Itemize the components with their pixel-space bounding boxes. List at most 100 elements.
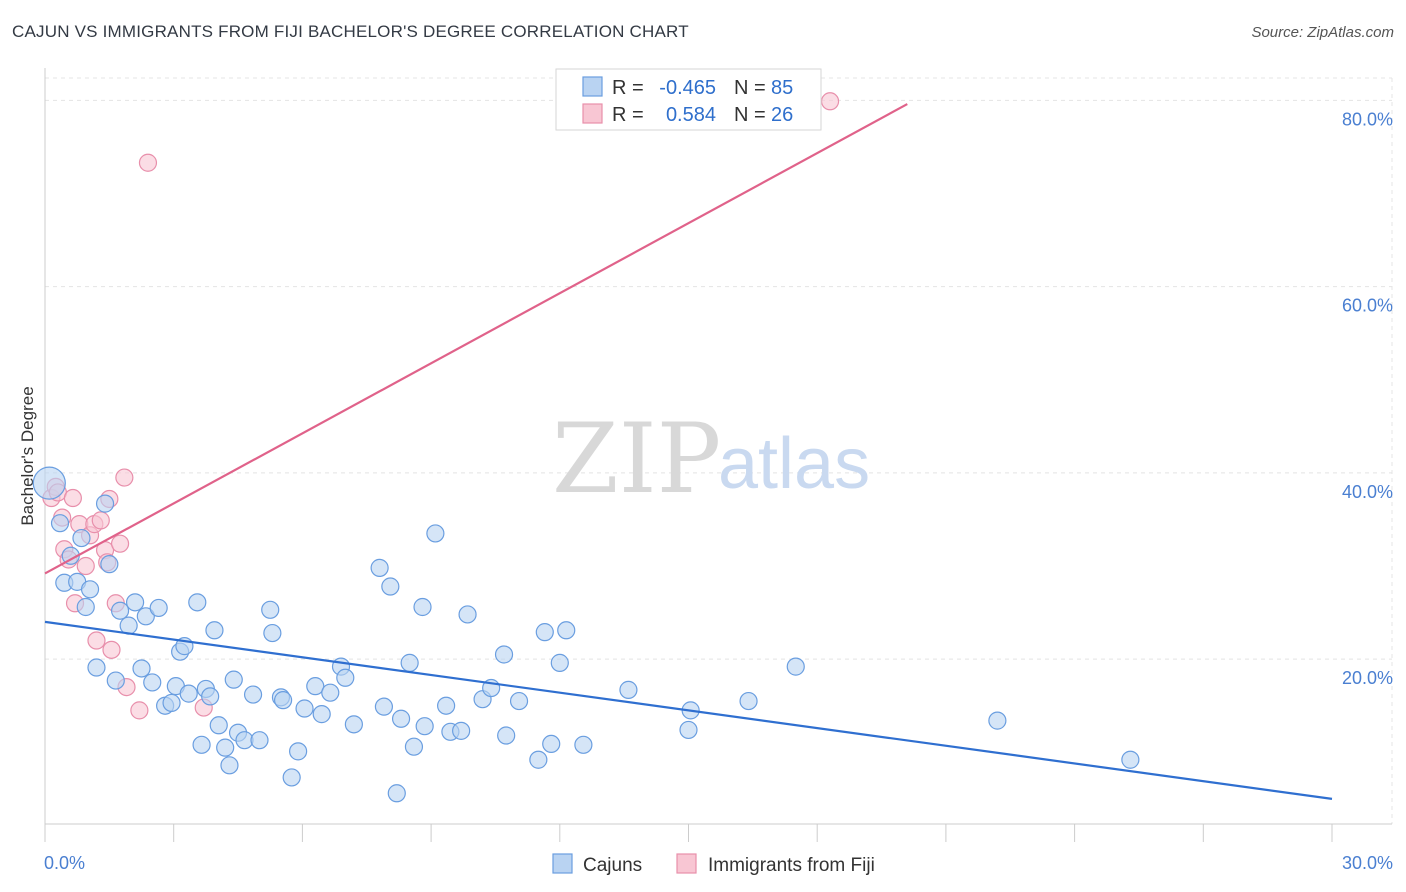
cajun-point-56 [400, 653, 419, 672]
cajun-point-43 [289, 742, 308, 761]
cajun-point-16 [136, 607, 155, 626]
cajun-point-61 [437, 696, 456, 715]
cajun-point-38 [261, 600, 280, 619]
cajun-point-75 [574, 735, 593, 754]
cajun-point-28 [201, 687, 220, 706]
trend-line-fiji [44, 103, 908, 575]
x-tick-label-1: 30.0% [1342, 853, 1393, 873]
cajun-point-63 [452, 721, 471, 740]
chart-title: CAJUN VS IMMIGRANTS FROM FIJI BACHELOR'S… [12, 22, 689, 41]
cajun-point-58 [413, 597, 432, 617]
cajun-point-47 [321, 683, 340, 702]
cajun-point-15 [132, 659, 151, 678]
cajun-point-76 [619, 680, 638, 699]
cajun-point-64 [458, 605, 477, 624]
cajun-point-46 [312, 705, 331, 724]
cajun-point-37 [250, 731, 269, 750]
cajun-point-14 [125, 593, 145, 612]
legend-n-value-fiji: 26 [771, 104, 793, 126]
cajun-point-1 [50, 514, 70, 533]
legend-r-value-fiji: 0.584 [666, 104, 716, 126]
cajun-point-68 [497, 726, 516, 745]
cajun-point-74 [557, 621, 576, 640]
cajun-point-17 [143, 673, 162, 692]
trend-lines [44, 103, 1333, 800]
cajun-point-81 [988, 711, 1007, 730]
cajun-point-11 [106, 671, 125, 690]
bottom-legend-swatch-cajuns [552, 853, 573, 874]
cajun-point-36 [243, 685, 263, 704]
bottom-legend-label-fiji: Immigrants from Fiji [708, 855, 875, 876]
cajun-point-31 [216, 738, 235, 757]
fiji-point-25 [820, 92, 840, 111]
legend-r-label-cajuns: R = [612, 77, 644, 99]
y-tick-labels: 20.0% 40.0% 60.0% 80.0% [1342, 109, 1393, 688]
cajun-point-8 [87, 658, 106, 677]
cajun-point-9 [95, 494, 115, 513]
cajun-point-67 [494, 645, 514, 664]
cajun-point-49 [336, 668, 355, 687]
source-credit: Source: ZipAtlas.com [1251, 24, 1394, 41]
legend-n-label-cajuns: N = [734, 77, 766, 99]
y-tick-label-0: 20.0% [1342, 668, 1393, 688]
watermark-zip: ZIP [552, 403, 721, 515]
cajun-point-26 [192, 735, 211, 754]
legend-r-value-cajuns: -0.465 [659, 77, 716, 99]
x-tick-labels: 0.0% 30.0% [44, 853, 1393, 873]
y-tick-label-1: 40.0% [1342, 482, 1393, 502]
cajun-point-51 [370, 558, 389, 577]
cajun-point-82 [1121, 750, 1140, 769]
fiji-point-21 [130, 701, 149, 720]
cajun-point-50 [344, 715, 363, 734]
cajun-point-33 [224, 670, 243, 689]
fiji-point-16 [102, 640, 121, 659]
watermark-atlas: atlas [718, 424, 870, 504]
fiji-point-19 [115, 468, 134, 487]
cajun-point-24 [179, 684, 198, 703]
cajun-point-20 [162, 693, 181, 713]
cajun-point-69 [509, 691, 529, 711]
y-tick-label-2: 60.0% [1342, 296, 1393, 316]
cajun-point-72 [542, 734, 561, 754]
watermark: ZIP atlas [552, 403, 870, 515]
fiji-point-18 [110, 534, 130, 553]
cajun-point-44 [295, 699, 314, 718]
cajun-point-42 [282, 768, 301, 787]
cajun-point-55 [391, 709, 411, 728]
cajun-point-59 [415, 717, 434, 736]
legend-box: R = -0.465 N = 85 R = 0.584 N = 26 [555, 68, 822, 131]
fiji-point-13 [91, 511, 110, 530]
cajun-point-41 [273, 691, 293, 710]
cajun-point-39 [263, 623, 282, 643]
cajun-point-12 [110, 601, 130, 620]
legend-r-label-fiji: R = [612, 104, 644, 126]
cajun-point-45 [306, 677, 325, 696]
cajun-point-7 [80, 580, 100, 599]
cajun-point-80 [786, 657, 805, 676]
x-tick-label-0: 0.0% [44, 853, 85, 873]
cajun-point-6 [76, 597, 95, 617]
cajun-point-70 [529, 750, 548, 769]
legend-swatch-fiji [582, 103, 603, 124]
y-axis-title: Bachelor's Degree [18, 386, 37, 525]
cajun-point-54 [387, 784, 406, 803]
legend-n-label-fiji: N = [734, 104, 766, 126]
cajun-point-73 [550, 653, 569, 672]
cajun-point-57 [404, 737, 424, 756]
cajun-point-78 [679, 720, 698, 740]
bottom-legend-swatch-fiji [676, 853, 697, 874]
fiji-point-12 [87, 631, 106, 650]
series-cajuns [32, 466, 1140, 803]
cajun-point-30 [209, 716, 228, 735]
cajun-point-18 [149, 598, 168, 618]
axes [44, 68, 1392, 842]
y-tick-label-3: 80.0% [1342, 109, 1393, 129]
cajun-point-60 [426, 524, 445, 543]
cajun-point-5 [72, 528, 91, 548]
trend-line-cajuns [44, 620, 1333, 800]
cajun-point-79 [739, 691, 758, 711]
cajun-point-0 [32, 466, 66, 500]
cajun-point-10 [100, 555, 119, 574]
cajun-point-32 [220, 756, 239, 775]
